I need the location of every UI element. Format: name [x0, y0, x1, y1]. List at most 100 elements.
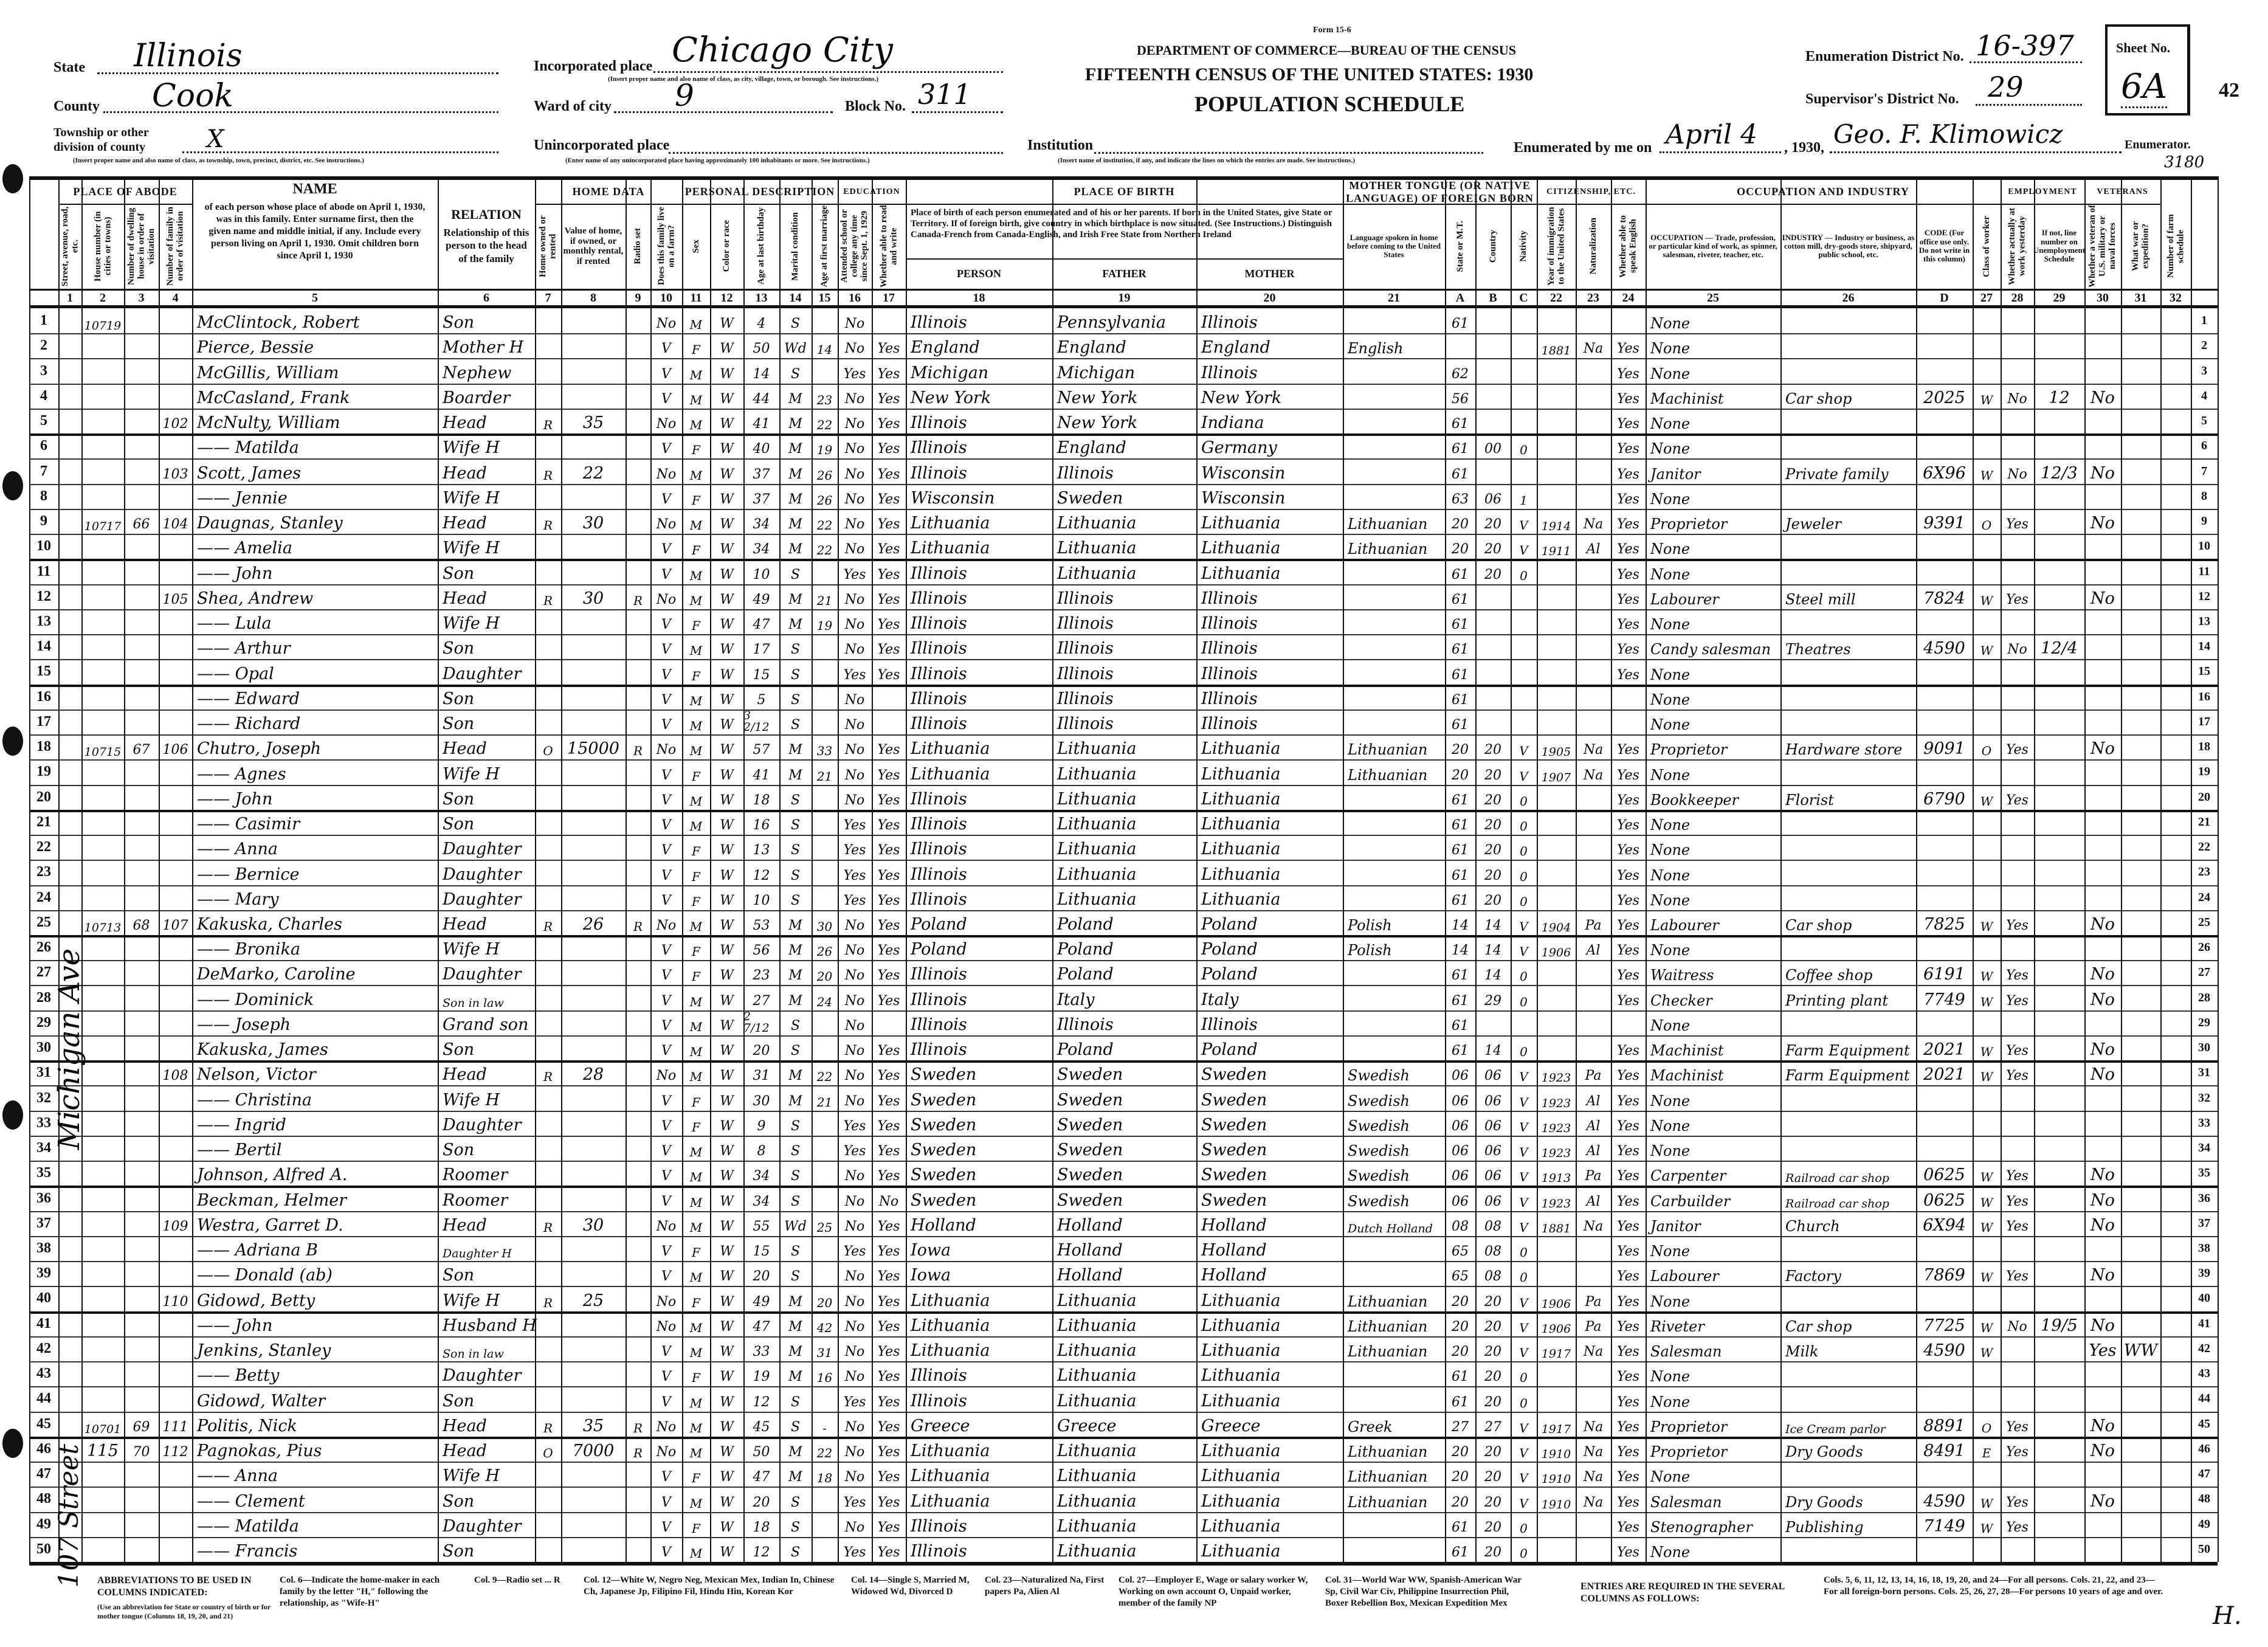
binder-hole	[2, 471, 23, 500]
cell-dwelling-number	[124, 1085, 159, 1110]
cell-industry	[1780, 860, 1916, 885]
cell-at-work	[2001, 1336, 2034, 1361]
cell-radio-set	[626, 1211, 650, 1236]
cell-home-tenure: R	[543, 418, 553, 433]
cell-immigration-year	[1537, 885, 1576, 910]
line-number: 14	[36, 638, 51, 655]
cell-relation: Boarder	[443, 388, 511, 407]
cell-sex: M	[689, 1069, 703, 1085]
cell-veteran: Yes	[2089, 1341, 2117, 1361]
cell-sex: M	[689, 367, 703, 382]
cell-code-c: 0	[1520, 1370, 1528, 1386]
cell-naturalization: Na	[1583, 1469, 1604, 1485]
cell-code-b: 08	[1484, 1244, 1501, 1260]
cell-speaks-english: Yes	[1617, 517, 1639, 533]
cell-farm-schedule	[2160, 1161, 2191, 1186]
cell-veteran	[2084, 1085, 2121, 1110]
cell-home-tenure	[535, 1010, 561, 1035]
cell-family-number: 104	[162, 517, 188, 533]
line-number: 44	[36, 1390, 51, 1407]
cell-school: No	[844, 1419, 865, 1435]
cell-farm: No	[656, 1218, 677, 1234]
cell-sex: F	[692, 342, 700, 357]
cell-race: W	[720, 792, 734, 808]
cell-at-work: No	[2007, 1319, 2027, 1335]
cell-industry	[1780, 484, 1916, 509]
cell-class-of-worker	[1973, 409, 2001, 433]
cell-birthplace-person: Illinois	[911, 589, 967, 608]
cell-mother-tongue	[1343, 433, 1445, 458]
cell-home-tenure	[535, 1085, 561, 1110]
cell-school: No	[844, 617, 865, 633]
cell-birthplace-person: Holland	[911, 1215, 976, 1235]
cell-birthplace-person: Lithuania	[911, 1316, 990, 1335]
cell-code-d	[1916, 759, 1973, 784]
cell-house-number	[81, 885, 124, 910]
cell-speaks-english: Yes	[1617, 1344, 1639, 1360]
cell-birthplace-father: Illinois	[1057, 714, 1114, 734]
cell-farm-schedule	[2160, 609, 2191, 634]
cell-farm-schedule	[2160, 634, 2191, 659]
column-number: 19	[1118, 291, 1131, 305]
cell-unemployment-line	[2034, 935, 2084, 960]
cell-code-c: V	[1519, 1446, 1528, 1461]
cell-age-first-marriage: 21	[816, 768, 833, 784]
cell-home-value: 7000	[572, 1442, 615, 1461]
cell-class-of-worker	[1973, 835, 2001, 860]
cell-family-number	[159, 985, 192, 1010]
cell-sex: M	[689, 643, 703, 658]
cell-birthplace-person: Illinois	[911, 840, 967, 859]
column-header-speaks-english: Whether able to speak English	[1611, 204, 1646, 289]
cell-naturalization	[1576, 308, 1611, 333]
cell-mother-tongue: Swedish	[1348, 1092, 1410, 1110]
cell-radio-set	[626, 1537, 650, 1562]
footer-col27: Col. 27—Employer E, Wage or salary worke…	[1118, 1575, 1308, 1608]
cell-at-work: Yes	[2006, 1218, 2028, 1234]
cell-home-tenure	[535, 384, 561, 409]
cell-war	[2121, 659, 2160, 684]
cell-dwelling-number	[124, 1111, 159, 1136]
cell-birthplace-father: Lithuania	[1057, 840, 1137, 859]
cell-occupation: Machinist	[1650, 390, 1724, 407]
cell-speaks-english: Yes	[1617, 1319, 1639, 1335]
cell-name: —— John	[197, 789, 273, 809]
cell-speaks-english: Yes	[1617, 767, 1639, 783]
cell-read-write: Yes	[877, 1394, 900, 1410]
cell-at-work	[2001, 759, 2034, 784]
cell-code-a: 20	[1452, 767, 1469, 783]
cell-sex: M	[689, 593, 703, 608]
column-header-naturalization: Naturalization	[1576, 204, 1611, 289]
cell-speaks-english: Yes	[1617, 1519, 1639, 1535]
cell-unemployment-line	[2034, 810, 2084, 835]
line-number: 28	[36, 989, 51, 1006]
cell-age-first-marriage: 25	[816, 1220, 833, 1235]
cell-read-write: Yes	[877, 1043, 900, 1059]
cell-home-tenure	[535, 484, 561, 509]
cell-birthplace-father: Lithuania	[1057, 1442, 1137, 1461]
cell-age: 30	[753, 1093, 770, 1109]
cell-mother-tongue	[1343, 960, 1445, 985]
column-divider	[2218, 176, 2219, 1562]
cell-house-number	[81, 1161, 124, 1186]
cell-read-write: Yes	[877, 1144, 900, 1159]
cell-occupation: Proprietor	[1650, 516, 1728, 533]
cell-war	[2121, 685, 2160, 710]
cell-farm: V	[661, 642, 671, 658]
cell-code-d	[1916, 484, 1973, 509]
cell-race: W	[720, 567, 734, 582]
line-number: 16	[2198, 689, 2210, 703]
cell-occupation: Bookkeeper	[1650, 791, 1739, 809]
cell-marital-condition: M	[788, 466, 802, 482]
cell-veteran: No	[2090, 388, 2115, 407]
cell-relation: Grand son	[443, 1015, 529, 1034]
cell-relation: Daughter	[443, 840, 522, 859]
cell-birthplace-father: Holland	[1057, 1266, 1123, 1285]
cell-birthplace-mother: Lithuania	[1201, 865, 1281, 884]
cell-radio-set	[626, 409, 650, 433]
cell-industry: Private family	[1785, 465, 1889, 483]
cell-read-write: Yes	[877, 617, 900, 633]
cell-occupation: None	[1650, 540, 1691, 558]
cell-war	[2121, 1035, 2160, 1060]
cell-relation: Son in law	[443, 1347, 504, 1361]
cell-farm-schedule	[2160, 384, 2191, 409]
